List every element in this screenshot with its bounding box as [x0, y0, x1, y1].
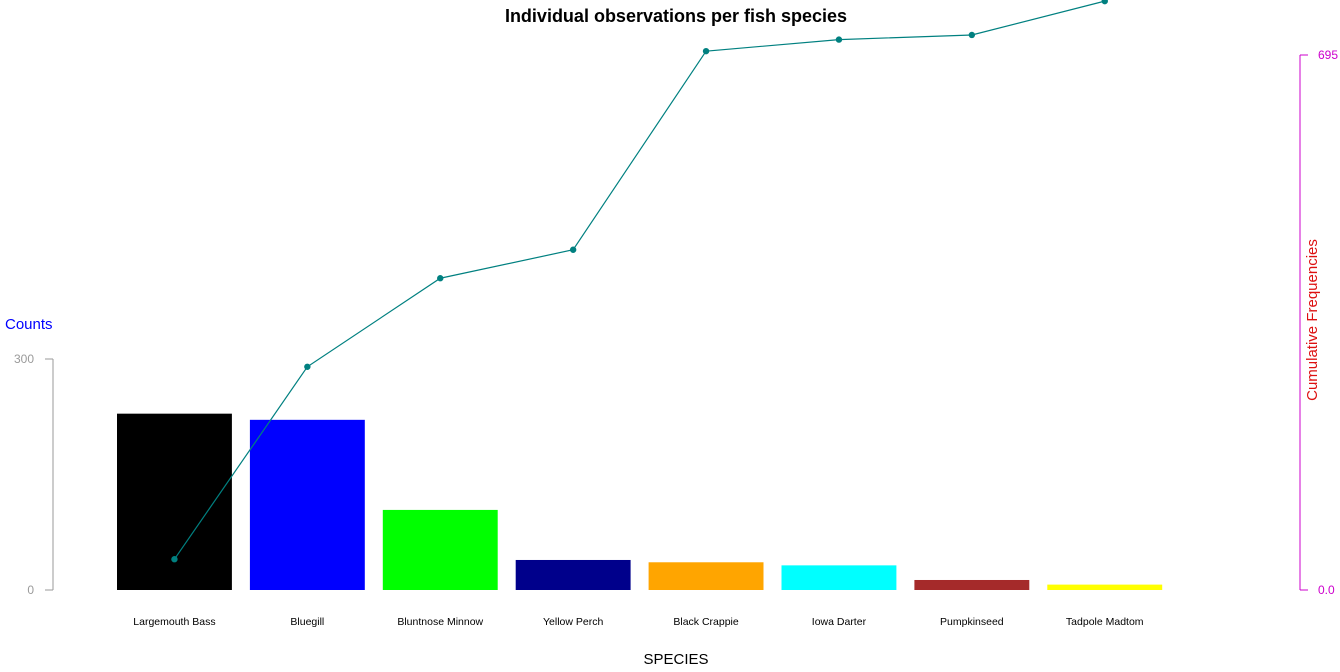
- category-label: Yellow Perch: [543, 616, 603, 628]
- category-label: Bluegill: [290, 616, 324, 628]
- cumulative-point: [171, 556, 178, 563]
- bar-series: [117, 413, 1163, 590]
- y-axis-label: Counts: [5, 316, 53, 333]
- cumulative-point: [437, 275, 444, 282]
- category-label: Black Crappie: [673, 616, 739, 628]
- chart-title: Individual observations per fish species: [505, 6, 847, 26]
- cumulative-series: [171, 0, 1108, 563]
- cumulative-point: [702, 47, 710, 55]
- category-label: Pumpkinseed: [940, 616, 1004, 628]
- y-tick-label: 0: [27, 583, 34, 597]
- right-axis: 0.0 695: [1299, 48, 1338, 597]
- cumulative-point: [968, 31, 976, 39]
- left-axis: 0 300: [14, 352, 54, 597]
- bar: [914, 579, 1030, 590]
- y2-axis-label: Cumulative Frequencies: [1304, 239, 1321, 401]
- bar: [382, 509, 498, 590]
- cumulative-point: [304, 363, 311, 370]
- x-axis-label: SPECIES: [643, 651, 708, 668]
- category-labels: Largemouth Bass Bluegill Bluntnose Minnow Y…: [133, 616, 1144, 628]
- y2-tick-label: 0.0: [1318, 583, 1335, 597]
- y2-tick-label: 695: [1318, 48, 1338, 62]
- bar: [515, 559, 631, 590]
- bar: [249, 419, 365, 590]
- category-label: Bluntnose Minnow: [397, 616, 483, 628]
- category-label: Iowa Darter: [812, 616, 867, 628]
- bar: [781, 565, 897, 590]
- y-tick-label: 300: [14, 352, 34, 366]
- bar: [648, 562, 764, 590]
- cumulative-line: [173, 0, 1105, 560]
- cumulative-point: [1101, 0, 1108, 5]
- cumulative-point: [569, 246, 577, 253]
- bar: [1047, 584, 1163, 590]
- category-label: Largemouth Bass: [133, 616, 215, 628]
- cumulative-point: [835, 36, 843, 43]
- category-label: Tadpole Madtom: [1066, 616, 1144, 628]
